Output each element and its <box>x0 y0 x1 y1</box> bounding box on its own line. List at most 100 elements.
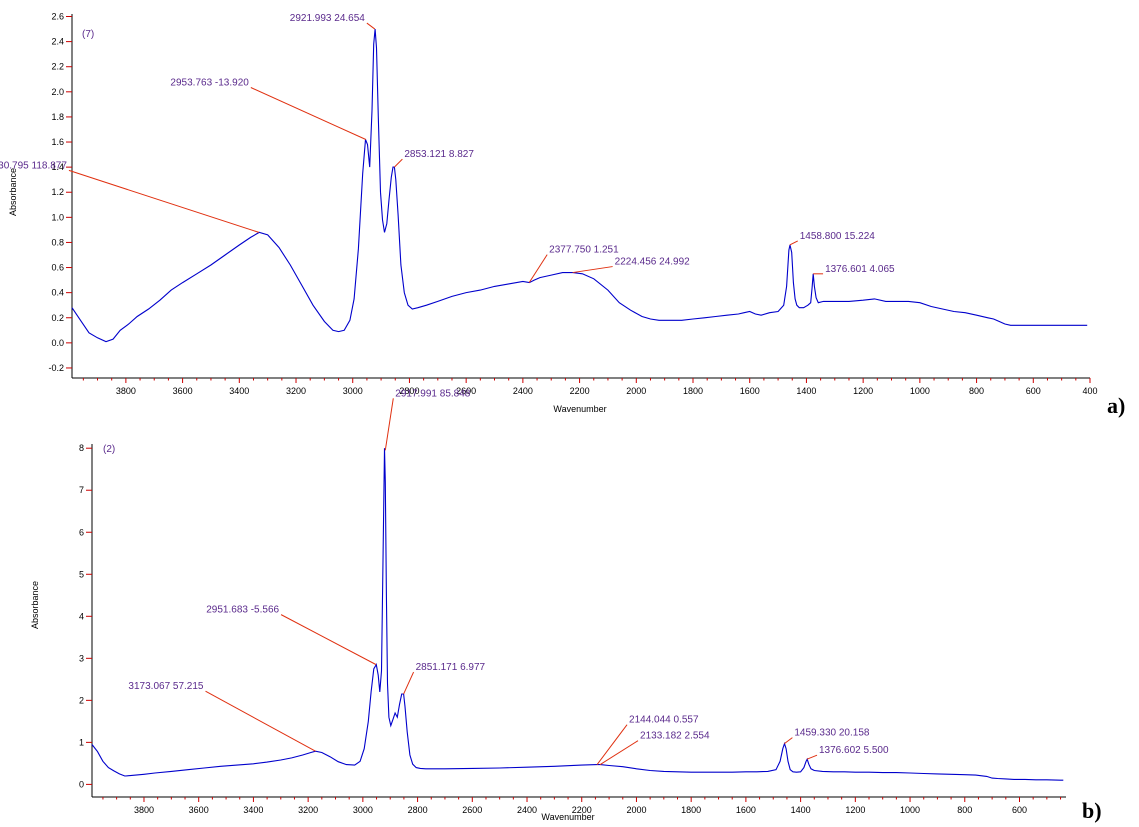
a-annotation-leader <box>250 87 367 140</box>
b-x-tick-label: 1600 <box>736 805 756 815</box>
b-y-tick-label: 8 <box>79 443 84 453</box>
b-annotation-leader <box>806 754 818 760</box>
b-annotation-label: 2144.044 0.557 <box>629 715 699 726</box>
b-annotation-leader <box>599 740 639 766</box>
a-y-tick-label: 2.6 <box>51 12 64 22</box>
a-y-tick-label: 2.4 <box>51 37 64 47</box>
b-y-tick-label: 7 <box>79 485 84 495</box>
panel-b-x-axis-label: Wavenumber <box>541 812 594 822</box>
b-y-tick-label: 6 <box>79 527 84 537</box>
b-x-tick-label: 1000 <box>900 805 920 815</box>
b-annotation-leader <box>403 671 415 695</box>
a-x-tick-label: 3400 <box>229 386 249 396</box>
b-x-tick-label: 3600 <box>189 805 209 815</box>
a-annotation-leader <box>68 169 260 233</box>
a-x-tick-label: 2600 <box>456 386 476 396</box>
b-x-tick-label: 3200 <box>298 805 318 815</box>
a-x-tick-label: 3200 <box>286 386 306 396</box>
a-y-tick-label: 0.0 <box>51 338 64 348</box>
a-x-tick-label: 1400 <box>796 386 816 396</box>
b-annotation-label: 2917.991 85.848 <box>395 388 471 399</box>
a-x-tick-label: 1600 <box>740 386 760 396</box>
b-annotation-leader <box>784 737 793 745</box>
a-annotation-label: 2953.763 -13.920 <box>170 78 249 89</box>
a-y-tick-label: 0.2 <box>51 313 64 323</box>
b-x-tick-label: 2600 <box>462 805 482 815</box>
b-x-tick-label: 2200 <box>572 805 592 815</box>
b-y-tick-label: 3 <box>79 653 84 663</box>
b-annotation-label: 1376.602 5.500 <box>819 745 889 756</box>
a-x-tick-label: 3600 <box>173 386 193 396</box>
a-x-tick-label: 400 <box>1082 386 1097 396</box>
b-annotation-label: 2851.171 6.977 <box>416 662 486 673</box>
a-x-tick-label: 3000 <box>343 386 363 396</box>
a-x-tick-label: 3800 <box>116 386 136 396</box>
a-y-tick-label: 2.0 <box>51 87 64 97</box>
b-y-tick-label: 4 <box>79 611 84 621</box>
a-annotation-label: 2921.993 24.654 <box>290 13 366 24</box>
a-y-tick-label: -0.2 <box>48 363 64 373</box>
a-annotation-leader <box>789 240 798 246</box>
a-y-tick-label: 1.0 <box>51 212 64 222</box>
a-y-tick-label: 2.2 <box>51 62 64 72</box>
b-x-tick-label: 3400 <box>243 805 263 815</box>
a-annotation-label: 1376.601 4.065 <box>825 264 895 275</box>
a-x-tick-label: 2400 <box>513 386 533 396</box>
a-x-tick-label: 2000 <box>626 386 646 396</box>
panel-a-y-axis-label: Absorbance <box>8 168 18 216</box>
a-spectrum-line <box>71 29 1088 343</box>
panel-b-spectrum: Absorbance Wavenumber (2) b) 0 1 2 3 4 5 6 7 8 38… <box>30 388 1102 823</box>
b-x-tick-label: 2400 <box>517 805 537 815</box>
panel-a-label: a) <box>1107 393 1125 418</box>
b-y-tick-label: 2 <box>79 695 84 705</box>
b-spectrum-line <box>91 448 1064 781</box>
b-annotation-leader <box>205 690 316 752</box>
b-y-tick-label: 5 <box>79 569 84 579</box>
b-x-tick-label: 1400 <box>791 805 811 815</box>
a-annotation-label: 2853.121 8.827 <box>404 149 474 160</box>
a-annotation-label: 1458.800 15.224 <box>800 231 876 242</box>
b-annotation-leader <box>384 398 394 451</box>
b-annotation-leader <box>596 724 628 765</box>
b-x-tick-label: 600 <box>1012 805 1027 815</box>
a-annotation-leader <box>528 254 548 283</box>
b-x-tick-label: 800 <box>957 805 972 815</box>
panel-a-sample-tag: (7) <box>82 29 94 40</box>
a-x-tick-label: 600 <box>1026 386 1041 396</box>
b-x-tick-label: 1800 <box>681 805 701 815</box>
b-x-tick-label: 3000 <box>353 805 373 815</box>
b-x-tick-label: 2000 <box>626 805 646 815</box>
a-y-tick-label: 0.4 <box>51 288 64 298</box>
a-x-tick-label: 2800 <box>399 386 419 396</box>
b-annotation-label: 3173.067 57.215 <box>128 681 204 692</box>
a-annotation-leader <box>394 158 403 168</box>
a-x-tick-label: 1000 <box>910 386 930 396</box>
panel-b-y-axis-label: Absorbance <box>30 581 40 629</box>
panel-b-sample-tag: (2) <box>103 444 115 455</box>
a-x-tick-label: 800 <box>969 386 984 396</box>
panel-a-x-axis-label: Wavenumber <box>553 404 606 414</box>
b-y-tick-label: 1 <box>79 737 84 747</box>
a-y-tick-label: 1.6 <box>51 137 64 147</box>
a-y-tick-label: 0.8 <box>51 237 64 247</box>
b-annotation-label: 2951.683 -5.566 <box>206 605 279 616</box>
b-annotation-label: 2133.182 2.554 <box>640 731 710 742</box>
a-x-tick-label: 1800 <box>683 386 703 396</box>
b-annotation-label: 1459.330 20.158 <box>794 728 870 739</box>
a-annotation-leader <box>572 266 613 274</box>
a-x-tick-label: 1200 <box>853 386 873 396</box>
a-y-tick-label: 1.8 <box>51 112 64 122</box>
a-y-tick-label: 0.6 <box>51 263 64 273</box>
a-annotation-label: 3330.795 118.877 <box>0 160 67 171</box>
b-x-tick-label: 2800 <box>408 805 428 815</box>
b-annotation-leader <box>280 614 377 666</box>
a-y-tick-label: 1.2 <box>51 187 64 197</box>
panel-a-spectrum: Absorbance Wavenumber (7) a) -0.2 0.0 0.2 0… <box>0 12 1125 418</box>
b-y-tick-label: 0 <box>79 779 84 789</box>
b-x-tick-label: 1200 <box>845 805 865 815</box>
panel-b-label: b) <box>1082 798 1102 823</box>
a-annotation-leader <box>366 22 376 30</box>
a-annotation-label: 2224.456 24.992 <box>615 257 691 268</box>
a-x-tick-label: 2200 <box>570 386 590 396</box>
